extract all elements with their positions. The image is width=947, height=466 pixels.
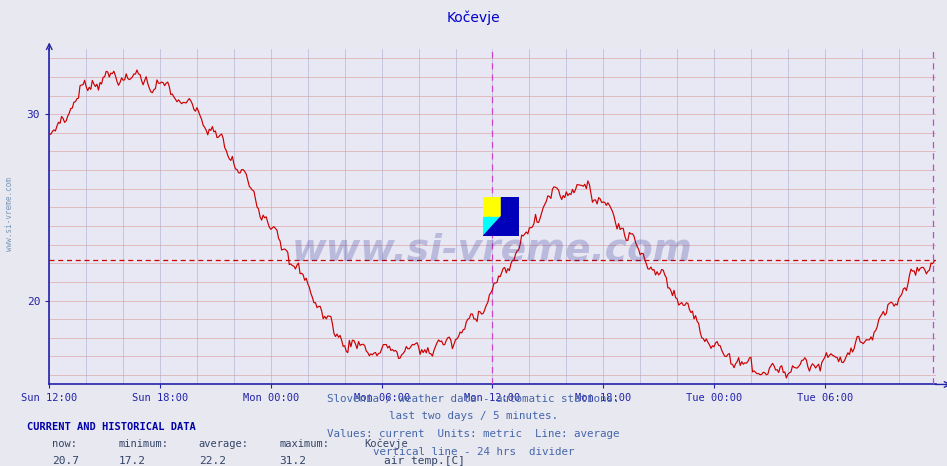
Polygon shape <box>483 217 501 237</box>
Text: www.si-vreme.com: www.si-vreme.com <box>292 232 693 268</box>
Text: 31.2: 31.2 <box>279 456 307 466</box>
Text: vertical line - 24 hrs  divider: vertical line - 24 hrs divider <box>373 447 574 457</box>
Text: CURRENT AND HISTORICAL DATA: CURRENT AND HISTORICAL DATA <box>27 422 195 432</box>
Text: average:: average: <box>199 439 249 449</box>
Text: 17.2: 17.2 <box>118 456 146 466</box>
Text: air temp.[C]: air temp.[C] <box>384 456 465 466</box>
Polygon shape <box>501 197 519 237</box>
Text: Values: current  Units: metric  Line: average: Values: current Units: metric Line: aver… <box>328 429 619 439</box>
Text: minimum:: minimum: <box>118 439 169 449</box>
Polygon shape <box>483 197 501 217</box>
Text: now:: now: <box>52 439 77 449</box>
Text: www.si-vreme.com: www.si-vreme.com <box>5 178 14 251</box>
Text: maximum:: maximum: <box>279 439 330 449</box>
Text: 22.2: 22.2 <box>199 456 226 466</box>
Text: last two days / 5 minutes.: last two days / 5 minutes. <box>389 411 558 421</box>
Text: Kočevje: Kočevje <box>447 10 500 25</box>
Text: Slovenia / weather data - automatic stations.: Slovenia / weather data - automatic stat… <box>328 394 619 404</box>
Text: Kočevje: Kočevje <box>365 439 408 450</box>
Polygon shape <box>483 217 501 237</box>
Text: 20.7: 20.7 <box>52 456 80 466</box>
